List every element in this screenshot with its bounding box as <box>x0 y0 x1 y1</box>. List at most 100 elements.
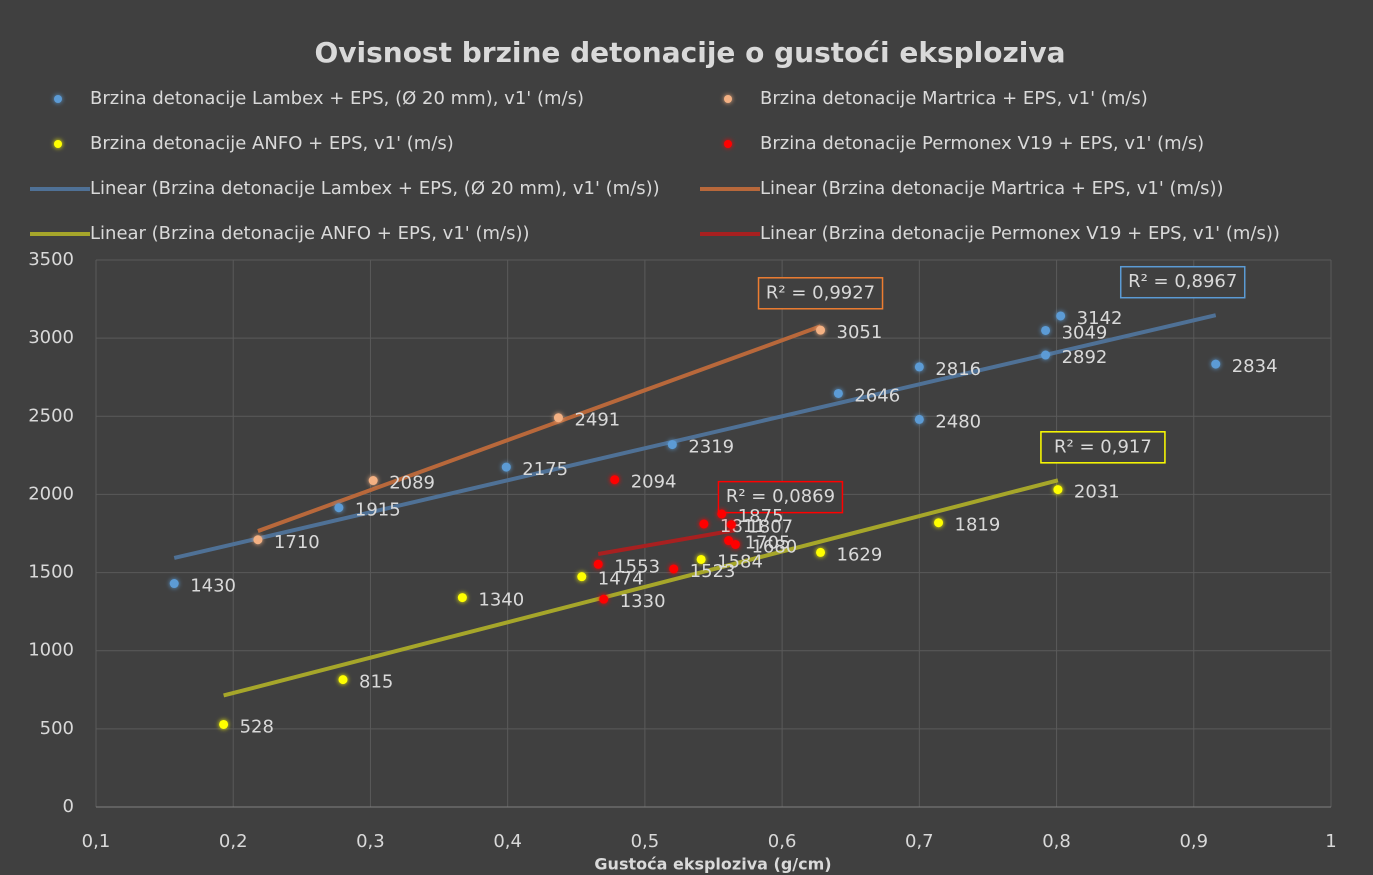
point <box>610 475 620 485</box>
point <box>1056 311 1066 321</box>
data-label: 2816 <box>935 359 981 380</box>
data-label: 1340 <box>478 590 524 611</box>
legend-label: Linear (Brzina detonacije Lambex + EPS, … <box>90 178 660 199</box>
point <box>816 325 826 335</box>
trendline <box>223 478 1059 698</box>
data-label: 1915 <box>355 500 401 521</box>
point <box>368 476 378 486</box>
r2-box <box>757 277 884 310</box>
x-tick-label: 0,3 <box>356 831 385 852</box>
r2-label: R² = 0,9927 <box>766 282 875 303</box>
data-label: 2175 <box>522 459 568 480</box>
point <box>914 414 924 424</box>
point <box>724 536 734 546</box>
legend-label: Brzina detonacije Martrica + EPS, v1' (m… <box>760 88 1148 109</box>
y-tick-label: 2000 <box>28 483 74 504</box>
x-tick-label: 0,7 <box>905 831 934 852</box>
r2-box <box>1119 265 1246 299</box>
point <box>338 675 348 685</box>
point <box>1053 485 1063 495</box>
x-axis-title: Gustoća eksploziva (g/cm) <box>594 855 831 874</box>
data-label: 2892 <box>1062 347 1108 368</box>
data-label: 2089 <box>389 473 435 494</box>
x-tick-label: 0,5 <box>631 831 660 852</box>
point <box>717 509 727 519</box>
point <box>593 559 603 569</box>
point <box>1041 350 1051 360</box>
x-tick-label: 0,6 <box>768 831 797 852</box>
r2-box <box>717 480 844 514</box>
y-tick-label: 500 <box>40 718 74 739</box>
data-label: 2094 <box>631 472 677 493</box>
point <box>833 388 843 398</box>
legend-label: Linear (Brzina detonacije Martrica + EPS… <box>760 178 1224 199</box>
y-tick-label: 3500 <box>28 249 74 270</box>
data-label: 1705 <box>745 533 791 554</box>
point <box>457 593 467 603</box>
legend-marker <box>54 140 62 148</box>
data-label: 1474 <box>598 569 644 590</box>
data-label: 1710 <box>274 532 320 553</box>
point <box>219 719 229 729</box>
point <box>1211 359 1221 369</box>
legend-marker <box>724 95 732 103</box>
chart-title: Ovisnost brzine detonacije o gustoći eks… <box>314 36 1065 69</box>
y-tick-label: 1000 <box>28 640 74 661</box>
data-label: 3049 <box>1062 322 1108 343</box>
point <box>699 519 709 529</box>
y-tick-label: 3000 <box>28 327 74 348</box>
x-tick-label: 0,1 <box>82 831 111 852</box>
r2-label: R² = 0,0869 <box>726 486 835 507</box>
data-label: 1875 <box>738 506 784 527</box>
data-label: 2491 <box>574 410 620 431</box>
point <box>501 462 511 472</box>
data-label: 2834 <box>1232 356 1278 377</box>
point <box>253 535 263 545</box>
data-label: 1523 <box>690 561 736 582</box>
trendline <box>597 528 736 557</box>
point <box>1041 325 1051 335</box>
data-label: 1680 <box>751 536 797 557</box>
x-tick-label: 0,2 <box>219 831 248 852</box>
data-label: 1584 <box>717 551 763 572</box>
y-tick-label: 1500 <box>28 562 74 583</box>
data-label: 1629 <box>837 544 883 565</box>
data-label: 2646 <box>854 385 900 406</box>
point <box>934 518 944 528</box>
data-label: 2031 <box>1074 482 1120 503</box>
x-tick-label: 1 <box>1325 831 1336 852</box>
r2-label: R² = 0,917 <box>1054 436 1152 457</box>
x-tick-label: 0,8 <box>1042 831 1071 852</box>
data-label: 815 <box>359 672 393 693</box>
legend-label: Linear (Brzina detonacije Permonex V19 +… <box>760 223 1280 244</box>
point <box>726 520 736 530</box>
legend-label: Brzina detonacije Lambex + EPS, (Ø 20 mm… <box>90 88 584 109</box>
point <box>169 579 179 589</box>
data-label: 528 <box>240 716 274 737</box>
data-label: 3051 <box>837 322 883 343</box>
data-label: 1430 <box>190 576 236 597</box>
point <box>599 594 609 604</box>
legend-marker <box>724 140 732 148</box>
point <box>334 503 344 513</box>
data-label: 3142 <box>1077 308 1123 329</box>
point <box>667 440 677 450</box>
trendline <box>257 324 822 533</box>
point <box>914 362 924 372</box>
r2-label: R² = 0,8967 <box>1128 271 1237 292</box>
point <box>816 547 826 557</box>
x-tick-label: 0,9 <box>1179 831 1208 852</box>
y-tick-label: 0 <box>63 796 74 817</box>
legend-label: Brzina detonacije ANFO + EPS, v1' (m/s) <box>90 133 454 154</box>
y-tick-label: 2500 <box>28 405 74 426</box>
legend-label: Brzina detonacije Permonex V19 + EPS, v1… <box>760 133 1204 154</box>
x-tick-label: 0,4 <box>493 831 522 852</box>
point <box>730 539 740 549</box>
data-label: 2480 <box>935 411 981 432</box>
data-label: 1330 <box>620 591 666 612</box>
point <box>553 413 563 423</box>
legend-marker <box>54 95 62 103</box>
data-label: 1807 <box>747 517 793 538</box>
point <box>577 572 587 582</box>
